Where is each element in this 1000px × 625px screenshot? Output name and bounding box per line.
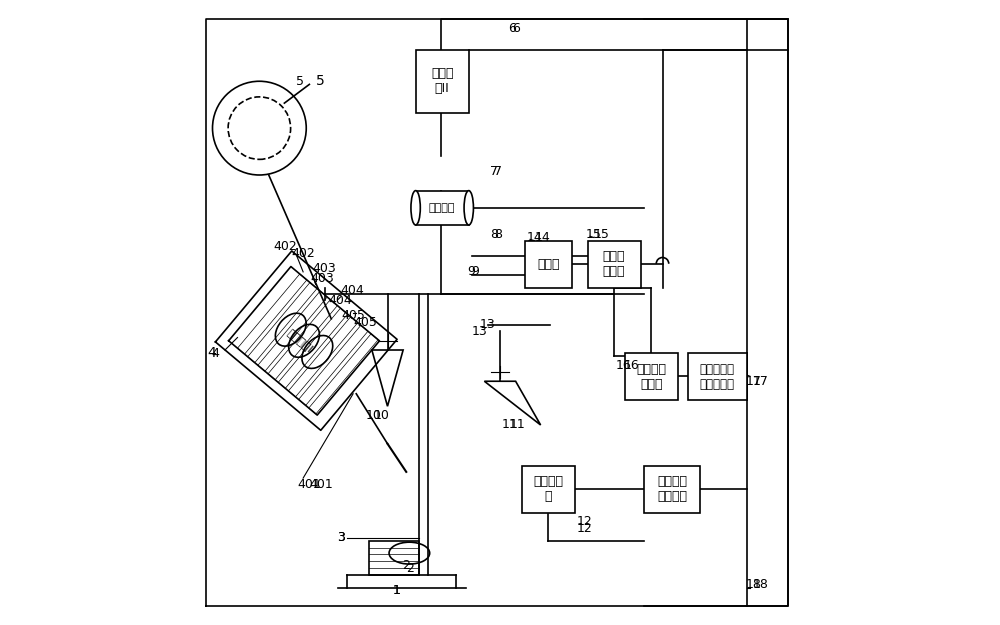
Text: 17: 17 xyxy=(745,375,761,388)
FancyBboxPatch shape xyxy=(525,241,572,288)
Text: 401: 401 xyxy=(298,478,321,491)
Text: 13: 13 xyxy=(472,325,488,338)
Text: 气动装置: 气动装置 xyxy=(429,202,455,212)
Text: 2: 2 xyxy=(402,559,410,572)
Text: 1: 1 xyxy=(393,584,401,596)
FancyBboxPatch shape xyxy=(522,466,575,512)
FancyBboxPatch shape xyxy=(416,50,469,112)
Text: 14: 14 xyxy=(526,231,542,244)
Text: 2: 2 xyxy=(406,562,414,575)
Text: 4: 4 xyxy=(207,346,216,360)
Text: 3: 3 xyxy=(337,531,345,544)
Text: 16: 16 xyxy=(623,359,639,372)
FancyBboxPatch shape xyxy=(625,353,678,400)
Text: 4: 4 xyxy=(212,347,220,359)
Text: 12: 12 xyxy=(576,516,592,528)
Text: 10: 10 xyxy=(365,409,381,422)
Text: 5: 5 xyxy=(316,74,324,88)
Text: 高频电
源II: 高频电 源II xyxy=(431,68,453,95)
Text: 14: 14 xyxy=(534,231,550,244)
Text: 15: 15 xyxy=(586,228,602,241)
Text: 402: 402 xyxy=(273,240,297,253)
Text: 高频电源I: 高频电源I xyxy=(285,328,315,354)
Text: 6: 6 xyxy=(509,22,516,34)
Text: 17: 17 xyxy=(753,375,769,388)
Text: 6: 6 xyxy=(512,22,520,34)
Text: 线圈提升
控制盒: 线圈提升 控制盒 xyxy=(637,362,667,391)
Text: 12: 12 xyxy=(576,522,592,535)
Text: 401: 401 xyxy=(309,478,333,491)
Text: 10: 10 xyxy=(373,409,389,422)
Text: 403: 403 xyxy=(312,262,336,275)
Text: 18: 18 xyxy=(753,578,769,591)
Text: 触屏自动
控制平台: 触屏自动 控制平台 xyxy=(657,475,687,503)
Text: 8: 8 xyxy=(490,228,498,241)
Text: 机器人: 机器人 xyxy=(537,258,560,271)
FancyBboxPatch shape xyxy=(416,191,469,225)
Text: 双温测控
仪: 双温测控 仪 xyxy=(533,475,563,503)
FancyBboxPatch shape xyxy=(688,353,747,400)
Text: 1: 1 xyxy=(393,584,401,596)
Text: 405: 405 xyxy=(353,316,377,329)
Ellipse shape xyxy=(464,191,473,225)
Text: 18: 18 xyxy=(745,578,761,591)
Text: 15: 15 xyxy=(594,228,610,241)
Text: 双感应加热
功率控制仪: 双感应加热 功率控制仪 xyxy=(700,362,735,391)
Text: 5: 5 xyxy=(296,75,304,88)
Text: 402: 402 xyxy=(291,247,315,259)
Text: 403: 403 xyxy=(310,272,334,284)
Text: 404: 404 xyxy=(329,294,352,306)
Text: 机器人
控制柜: 机器人 控制柜 xyxy=(603,250,625,278)
Text: 7: 7 xyxy=(494,166,502,178)
Text: 8: 8 xyxy=(494,228,502,241)
Text: 11: 11 xyxy=(509,419,525,431)
Ellipse shape xyxy=(411,191,420,225)
Text: 9: 9 xyxy=(471,266,479,278)
Text: 404: 404 xyxy=(341,284,364,297)
FancyBboxPatch shape xyxy=(369,541,419,575)
Text: 7: 7 xyxy=(490,166,498,178)
FancyBboxPatch shape xyxy=(588,241,641,288)
FancyBboxPatch shape xyxy=(644,466,700,512)
Text: 13: 13 xyxy=(480,319,495,331)
Text: 3: 3 xyxy=(337,531,345,544)
Text: 11: 11 xyxy=(502,419,517,431)
Text: 405: 405 xyxy=(341,309,365,322)
Text: 9: 9 xyxy=(467,266,475,278)
Text: 16: 16 xyxy=(616,359,631,372)
